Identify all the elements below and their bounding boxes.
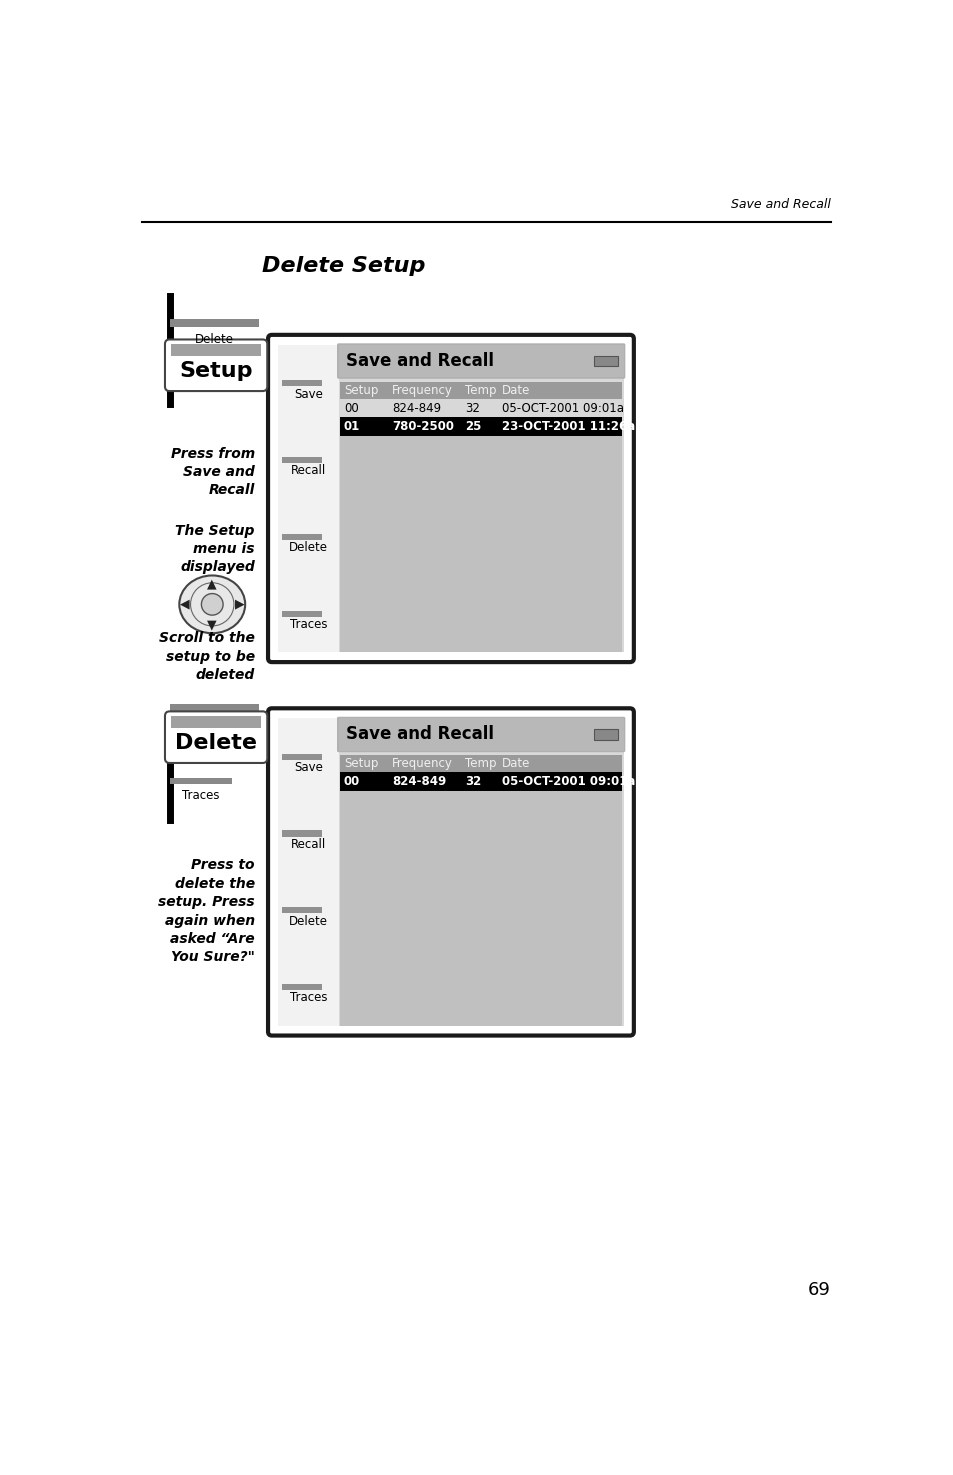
Text: Date: Date	[501, 384, 530, 397]
Bar	[340, 417, 621, 435]
Text: Press to
delete the
setup. Press
again when
asked “Are
You Sure?": Press to delete the setup. Press again w…	[158, 858, 254, 965]
Ellipse shape	[179, 575, 245, 633]
Text: 00: 00	[344, 401, 358, 414]
Text: Setup: Setup	[179, 361, 253, 382]
FancyBboxPatch shape	[336, 344, 624, 379]
Text: Save and Recall: Save and Recall	[346, 353, 494, 370]
Text: 05-OCT-2001 09:01a: 05-OCT-2001 09:01a	[501, 774, 635, 788]
Text: Scroll to the
setup to be
deleted: Scroll to the setup to be deleted	[159, 631, 254, 681]
Bar	[282, 611, 322, 617]
Text: Recall: Recall	[291, 838, 326, 851]
Text: Date: Date	[501, 757, 530, 770]
Text: Delete: Delete	[289, 541, 328, 555]
Text: Save and Recall: Save and Recall	[346, 726, 494, 743]
Text: The Setup
menu is
displayed: The Setup menu is displayed	[175, 524, 254, 574]
Bar	[171, 715, 261, 729]
Text: 32: 32	[465, 401, 479, 414]
Bar	[340, 773, 621, 791]
Bar	[338, 345, 623, 652]
Text: Frequency: Frequency	[392, 384, 453, 397]
Bar	[594, 729, 617, 740]
Text: 824-849: 824-849	[392, 401, 440, 414]
Bar	[278, 345, 338, 652]
Text: Save: Save	[294, 761, 322, 774]
Bar	[338, 718, 623, 751]
Circle shape	[201, 593, 223, 615]
Text: Temp: Temp	[465, 757, 497, 770]
Bar	[340, 398, 621, 417]
Bar	[282, 907, 322, 913]
Text: 23-OCT-2001 11:26a: 23-OCT-2001 11:26a	[501, 420, 635, 434]
Text: Delete: Delete	[175, 733, 257, 754]
FancyBboxPatch shape	[165, 711, 267, 763]
Bar	[340, 435, 621, 652]
Bar	[338, 718, 623, 1025]
Bar	[340, 791, 621, 1025]
Bar	[170, 320, 258, 327]
Bar	[340, 755, 621, 773]
Text: Traces: Traces	[290, 618, 327, 631]
Text: Delete: Delete	[289, 914, 328, 928]
FancyBboxPatch shape	[268, 335, 633, 662]
Text: Traces: Traces	[290, 991, 327, 1004]
Bar	[170, 777, 232, 783]
Bar	[282, 381, 322, 386]
Bar	[278, 718, 338, 1025]
FancyBboxPatch shape	[165, 339, 267, 391]
Text: ▲: ▲	[207, 577, 217, 590]
Text: Temp: Temp	[465, 384, 497, 397]
Bar	[282, 534, 322, 540]
Bar	[338, 345, 623, 378]
Bar	[171, 344, 261, 357]
Text: Recall: Recall	[291, 465, 326, 478]
Text: 25: 25	[465, 420, 481, 434]
Text: Save and Recall: Save and Recall	[730, 198, 830, 211]
Text: 05-OCT-2001 09:01a: 05-OCT-2001 09:01a	[501, 401, 623, 414]
Text: Frequency: Frequency	[392, 757, 453, 770]
Bar	[282, 754, 322, 760]
Text: Press from
Save and
Recall: Press from Save and Recall	[171, 447, 254, 497]
Text: ▶: ▶	[234, 597, 244, 611]
Text: Delete Setup: Delete Setup	[262, 255, 425, 276]
FancyBboxPatch shape	[268, 708, 633, 1035]
Text: 780-2500: 780-2500	[392, 420, 454, 434]
Bar	[170, 705, 258, 712]
Text: 69: 69	[807, 1280, 830, 1298]
Text: Setup: Setup	[344, 757, 378, 770]
Text: Traces: Traces	[182, 789, 219, 802]
Bar	[282, 984, 322, 990]
Bar	[282, 830, 322, 836]
Text: 32: 32	[465, 774, 481, 788]
Text: ▼: ▼	[207, 618, 217, 631]
FancyBboxPatch shape	[336, 717, 624, 752]
Text: Setup: Setup	[344, 384, 378, 397]
Bar	[340, 382, 621, 398]
Text: 01: 01	[344, 420, 360, 434]
Text: Save: Save	[294, 388, 322, 401]
Text: 824-849: 824-849	[392, 774, 446, 788]
Text: Delete: Delete	[194, 333, 233, 347]
Bar	[594, 355, 617, 366]
Bar	[282, 457, 322, 463]
Text: 00: 00	[344, 774, 360, 788]
Text: ◀: ◀	[180, 597, 190, 611]
